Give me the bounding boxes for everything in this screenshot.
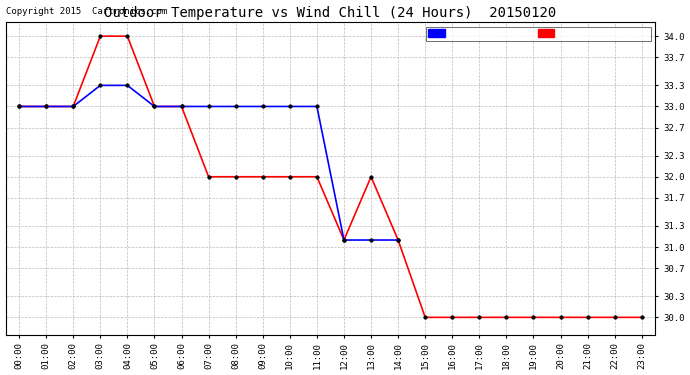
Legend: Wind Chill  (°F), Temperature  (°F): Wind Chill (°F), Temperature (°F) — [426, 27, 651, 41]
Text: Copyright 2015  Cartronics.com: Copyright 2015 Cartronics.com — [6, 7, 167, 16]
Title: Outdoor Temperature vs Wind Chill (24 Hours)  20150120: Outdoor Temperature vs Wind Chill (24 Ho… — [104, 6, 557, 20]
